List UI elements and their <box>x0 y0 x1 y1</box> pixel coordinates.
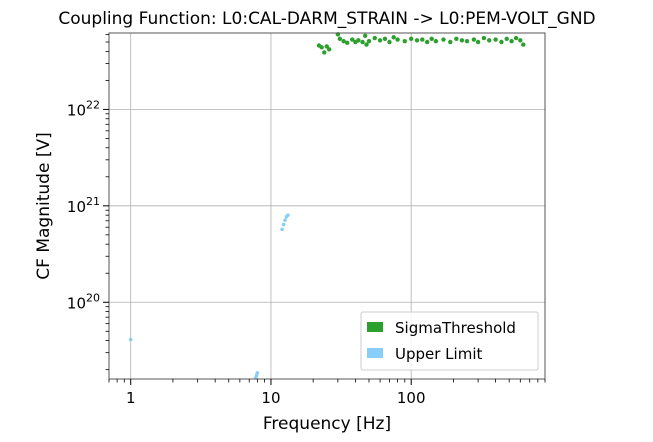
y-tick-label: 1020 <box>67 291 100 312</box>
data-point-sigmathreshold <box>414 38 420 43</box>
chart-title: Coupling Function: L0:CAL-DARM_STRAIN ->… <box>58 9 595 29</box>
data-point-sigmathreshold <box>433 38 439 44</box>
data-point-sigmathreshold <box>356 38 361 43</box>
data-point-sigmathreshold <box>337 36 343 41</box>
legend-swatch-upper-limit <box>367 348 383 358</box>
data-point-sigmathreshold <box>513 35 519 41</box>
data-point-sigmathreshold <box>366 38 372 44</box>
y-axis-label: CF Magnitude [V] <box>34 132 54 279</box>
data-point-sigmathreshold <box>350 37 355 42</box>
data-point-sigmathreshold <box>504 36 509 41</box>
legend-label-upper-limit: Upper Limit <box>395 345 482 363</box>
x-tick-label: 10 <box>261 389 280 407</box>
data-point-sigmathreshold <box>464 38 470 44</box>
data-point-sigmathreshold <box>391 35 396 40</box>
y-tick-label: 1022 <box>67 98 100 119</box>
data-point-sigmathreshold <box>402 38 407 44</box>
data-point-sigmathreshold <box>326 47 332 52</box>
data-point-sigmathreshold <box>459 38 465 43</box>
data-point-sigmathreshold <box>341 38 346 44</box>
data-point-sigmathreshold <box>424 39 430 45</box>
data-point-sigmathreshold <box>322 50 327 55</box>
legend-label-sigmathreshold: SigmaThreshold <box>395 319 516 337</box>
series-upper-limit <box>128 213 290 380</box>
data-point-sigmathreshold <box>521 42 526 47</box>
data-point-sigmathreshold <box>481 35 487 41</box>
data-point-upper-limit <box>283 218 287 222</box>
data-point-sigmathreshold <box>429 36 434 41</box>
series-layer <box>128 32 526 380</box>
data-point-sigmathreshold <box>499 39 504 45</box>
data-point-sigmathreshold <box>486 38 492 43</box>
data-point-sigmathreshold <box>509 38 514 44</box>
data-point-sigmathreshold <box>395 37 400 42</box>
y-tick-label: 1021 <box>67 195 100 216</box>
data-point-sigmathreshold <box>324 44 329 49</box>
data-point-sigmathreshold <box>364 42 369 47</box>
data-point-sigmathreshold <box>387 39 392 45</box>
data-point-sigmathreshold <box>454 36 459 41</box>
data-point-sigmathreshold <box>420 37 425 42</box>
legend-box <box>360 311 539 371</box>
data-point-sigmathreshold <box>518 38 523 43</box>
data-point-sigmathreshold <box>319 45 324 50</box>
data-point-sigmathreshold <box>441 37 446 42</box>
data-point-sigmathreshold <box>377 38 383 43</box>
data-point-sigmathreshold <box>408 36 414 41</box>
data-point-upper-limit <box>280 227 284 232</box>
series-sigmathreshold <box>316 32 526 55</box>
x-tick-label: 1 <box>126 389 136 407</box>
data-point-sigmathreshold <box>363 33 368 38</box>
data-point-sigmathreshold <box>372 35 377 41</box>
data-point-upper-limit <box>286 213 290 217</box>
data-point-upper-limit <box>255 371 260 375</box>
data-point-sigmathreshold <box>475 39 481 45</box>
data-point-sigmathreshold <box>382 36 388 41</box>
data-point-sigmathreshold <box>448 39 453 45</box>
data-point-upper-limit <box>281 222 286 227</box>
legend-swatch-sigmathreshold <box>367 322 383 332</box>
data-point-sigmathreshold <box>493 37 498 42</box>
x-tick-label: 100 <box>397 389 426 407</box>
legend: SigmaThreshold Upper Limit <box>360 311 539 371</box>
data-point-sigmathreshold <box>360 39 365 45</box>
data-point-sigmathreshold <box>471 37 477 42</box>
x-axis-label: Frequency [Hz] <box>263 414 391 434</box>
data-point-upper-limit <box>128 337 133 342</box>
axis-ticks: 1 10 100 1020 1021 1022 <box>67 33 546 407</box>
data-point-sigmathreshold <box>345 40 350 46</box>
